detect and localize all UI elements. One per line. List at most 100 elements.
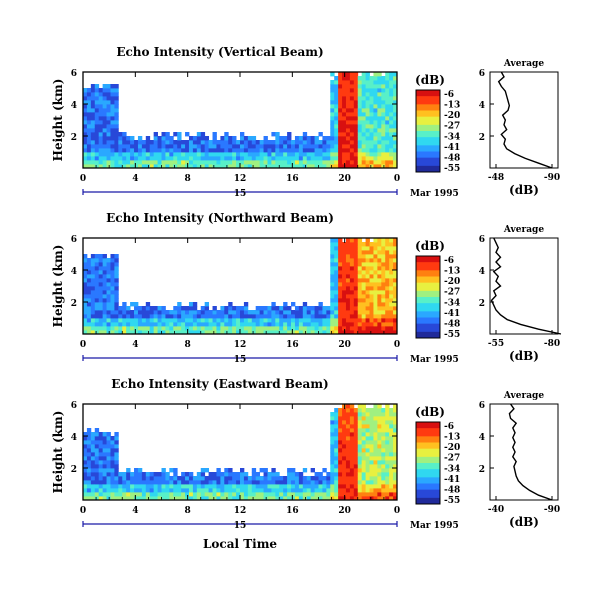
heatmap-cell <box>357 84 363 89</box>
heatmap-cell <box>220 484 225 489</box>
heatmap-cell <box>153 156 158 161</box>
heatmap-cell <box>357 496 363 501</box>
heatmap-cell <box>334 444 339 449</box>
heatmap-cell <box>228 476 233 481</box>
heatmap-cell <box>389 76 394 81</box>
heatmap-cell <box>373 116 378 121</box>
heatmap-cell <box>393 96 398 101</box>
heatmap-cell <box>361 484 367 489</box>
heatmap-cell <box>345 448 351 453</box>
heatmap-cell <box>353 412 359 417</box>
heatmap-cell <box>83 266 88 271</box>
heatmap-cell <box>90 156 96 161</box>
heatmap-cell <box>353 310 359 315</box>
heatmap-cell <box>381 480 386 485</box>
heatmap-cell <box>381 432 386 437</box>
heatmap-cell <box>169 144 174 149</box>
heatmap-cell <box>287 144 292 149</box>
heatmap-cell <box>275 132 280 137</box>
heatmap-cell <box>342 306 347 311</box>
heatmap-cell <box>247 160 253 165</box>
heatmap-cell <box>357 318 363 323</box>
heatmap-cell <box>298 326 304 331</box>
heatmap-cell <box>102 254 107 259</box>
heatmap-cell <box>102 136 107 141</box>
heatmap-cell <box>349 290 355 295</box>
heatmap-cell <box>141 326 147 331</box>
heatmap-cell <box>161 326 166 331</box>
heatmap-cell <box>259 310 264 315</box>
heatmap-cell <box>326 330 331 335</box>
heatmap-cell <box>98 496 104 501</box>
heatmap-cell <box>294 310 300 315</box>
heatmap-cell <box>326 488 331 493</box>
heatmap-cell <box>192 302 198 307</box>
heatmap-cell <box>102 262 107 267</box>
heatmap-cell <box>106 136 111 141</box>
colorbar-segment <box>416 483 440 486</box>
heatmap-cell <box>393 476 398 481</box>
heatmap-cell <box>243 480 249 485</box>
heatmap-cell <box>393 84 398 89</box>
heatmap-cell <box>353 128 359 133</box>
heatmap-cell <box>314 160 319 165</box>
colorbar-segment <box>416 446 440 450</box>
heatmap-cell <box>385 80 390 85</box>
heatmap-cell <box>145 476 151 481</box>
heatmap-cell <box>330 262 335 267</box>
heatmap-cell <box>102 460 107 465</box>
heatmap-cell <box>334 124 339 129</box>
heatmap-cell <box>349 480 355 485</box>
heatmap-cell <box>279 140 284 145</box>
heatmap-cell <box>330 448 335 453</box>
colorbar-tick-label: -20 <box>444 111 460 121</box>
heatmap-cell <box>291 488 296 493</box>
heatmap-cell <box>275 496 280 501</box>
heatmap-cell <box>185 140 190 145</box>
heatmap-cell <box>90 298 96 303</box>
heatmap-cell <box>369 448 374 453</box>
heatmap-cell <box>377 148 382 153</box>
heatmap-cell <box>137 160 143 165</box>
heatmap-cell <box>345 424 351 429</box>
heatmap-cell <box>169 148 174 153</box>
heatmap-cell <box>365 310 370 315</box>
heatmap-cell <box>357 302 363 307</box>
heatmap-cell <box>232 330 237 335</box>
date-tick-label: 15 <box>234 189 247 199</box>
heatmap-cell <box>369 330 374 335</box>
heatmap-cell <box>94 492 100 497</box>
heatmap-cell <box>114 302 119 307</box>
heatmap-cell <box>240 496 245 501</box>
heatmap-cell <box>86 318 92 323</box>
heatmap-cell <box>196 152 202 157</box>
heatmap-cell <box>185 156 190 161</box>
heatmap-cell <box>302 496 308 501</box>
heatmap-cell <box>357 104 363 109</box>
heatmap-cell <box>377 132 382 137</box>
x-tick-label: 16 <box>286 340 299 350</box>
heatmap-cell <box>130 480 135 485</box>
heatmap-cell <box>134 148 139 153</box>
heatmap-cell <box>240 156 245 161</box>
heatmap-cell <box>200 330 206 335</box>
heatmap-cell <box>102 488 107 493</box>
heatmap-cell <box>338 160 343 165</box>
average-y-tick-label: 2 <box>479 299 485 309</box>
heatmap-cell <box>334 266 339 271</box>
heatmap-cell <box>330 310 335 315</box>
heatmap-cell <box>373 476 378 481</box>
heatmap-cell <box>385 472 390 477</box>
heatmap-cell <box>86 444 92 449</box>
heatmap-cell <box>200 306 206 311</box>
heatmap-cell <box>240 472 245 477</box>
heatmap-cell <box>122 472 127 477</box>
y-axis-label: Height (km) <box>51 245 65 328</box>
heatmap-cell <box>389 408 394 413</box>
heatmap-cell <box>102 432 107 437</box>
heatmap-cell <box>141 492 147 497</box>
heatmap-cell <box>94 306 100 311</box>
heatmap-cell <box>357 412 363 417</box>
heatmap-cell <box>126 144 131 149</box>
heatmap-cell <box>369 464 374 469</box>
